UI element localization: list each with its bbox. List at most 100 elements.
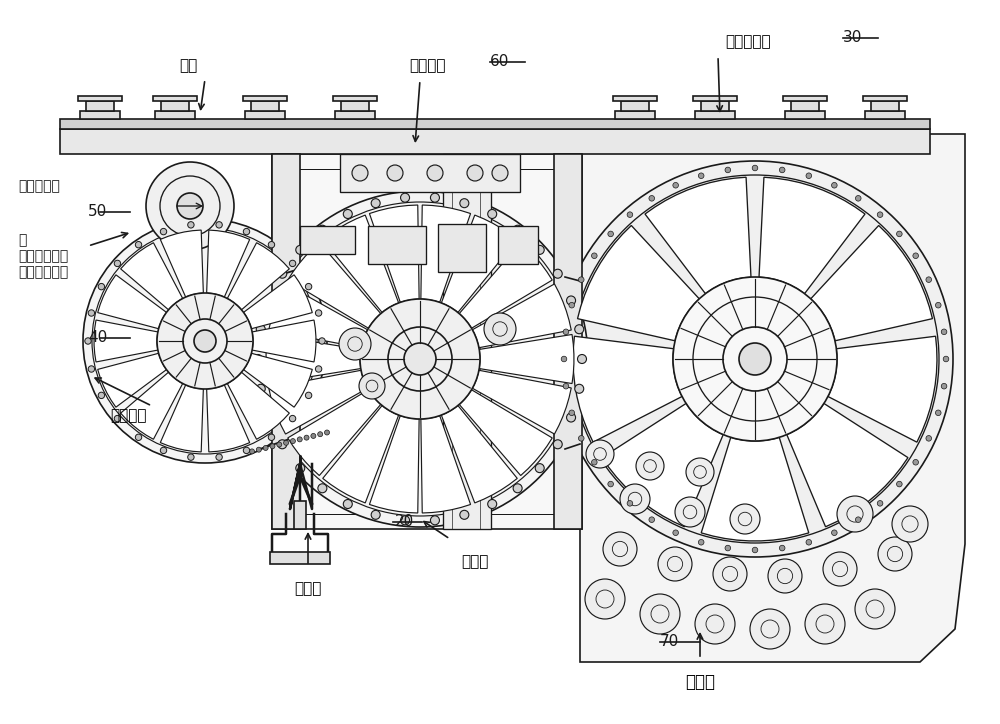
Polygon shape bbox=[441, 405, 517, 503]
Polygon shape bbox=[94, 320, 158, 362]
Polygon shape bbox=[269, 284, 368, 348]
Bar bbox=[368, 226, 426, 264]
Bar bbox=[155, 111, 195, 119]
Bar bbox=[554, 154, 582, 529]
Circle shape bbox=[264, 413, 273, 422]
Circle shape bbox=[675, 497, 705, 527]
Circle shape bbox=[467, 165, 483, 181]
Circle shape bbox=[401, 193, 410, 202]
Circle shape bbox=[823, 552, 857, 586]
Polygon shape bbox=[121, 243, 183, 310]
Polygon shape bbox=[421, 205, 471, 303]
Circle shape bbox=[146, 162, 234, 250]
Bar bbox=[272, 154, 300, 529]
Circle shape bbox=[371, 198, 380, 208]
Circle shape bbox=[305, 392, 312, 399]
Circle shape bbox=[673, 182, 678, 188]
Text: 罐进入: 罐进入 bbox=[294, 581, 322, 597]
Circle shape bbox=[263, 445, 268, 450]
Polygon shape bbox=[288, 390, 381, 476]
Circle shape bbox=[897, 231, 902, 237]
Circle shape bbox=[289, 416, 296, 422]
Circle shape bbox=[427, 165, 443, 181]
Text: 的罐离开到烘: 的罐离开到烘 bbox=[18, 249, 68, 263]
Circle shape bbox=[135, 434, 142, 440]
Text: 60: 60 bbox=[490, 54, 509, 69]
Circle shape bbox=[878, 537, 912, 571]
Polygon shape bbox=[98, 275, 166, 329]
Bar bbox=[287, 169, 567, 514]
Polygon shape bbox=[266, 334, 361, 384]
Circle shape bbox=[250, 449, 254, 454]
Polygon shape bbox=[459, 243, 552, 328]
Circle shape bbox=[935, 303, 941, 308]
Text: 70: 70 bbox=[660, 634, 679, 649]
Bar bbox=[693, 96, 737, 101]
Circle shape bbox=[284, 440, 289, 445]
Polygon shape bbox=[828, 336, 937, 442]
Circle shape bbox=[315, 310, 322, 316]
Polygon shape bbox=[244, 275, 312, 329]
Circle shape bbox=[114, 260, 121, 266]
Circle shape bbox=[319, 338, 325, 344]
Circle shape bbox=[359, 373, 385, 399]
Circle shape bbox=[387, 165, 403, 181]
Bar bbox=[78, 96, 122, 101]
Polygon shape bbox=[441, 215, 517, 313]
Bar bbox=[80, 111, 120, 119]
Bar bbox=[452, 154, 480, 529]
Circle shape bbox=[488, 500, 497, 508]
Circle shape bbox=[401, 515, 410, 525]
Circle shape bbox=[290, 439, 295, 444]
Circle shape bbox=[713, 557, 747, 591]
Polygon shape bbox=[602, 403, 723, 527]
Circle shape bbox=[535, 463, 544, 473]
Polygon shape bbox=[98, 353, 166, 407]
Circle shape bbox=[698, 539, 704, 545]
Polygon shape bbox=[227, 372, 289, 439]
Circle shape bbox=[779, 545, 785, 551]
Circle shape bbox=[855, 517, 861, 523]
Circle shape bbox=[513, 484, 522, 493]
Polygon shape bbox=[759, 177, 865, 294]
Circle shape bbox=[569, 303, 575, 308]
Circle shape bbox=[935, 410, 941, 416]
Circle shape bbox=[318, 225, 327, 235]
Circle shape bbox=[567, 296, 576, 305]
Bar bbox=[863, 96, 907, 101]
Circle shape bbox=[636, 452, 664, 480]
Circle shape bbox=[627, 212, 633, 217]
Circle shape bbox=[926, 277, 932, 282]
Polygon shape bbox=[288, 243, 381, 328]
Bar bbox=[695, 111, 735, 119]
Bar bbox=[783, 96, 827, 101]
Polygon shape bbox=[227, 243, 289, 310]
Circle shape bbox=[98, 392, 105, 399]
Polygon shape bbox=[207, 385, 250, 452]
Circle shape bbox=[343, 209, 352, 219]
Circle shape bbox=[855, 589, 895, 629]
Text: 销链进入: 销链进入 bbox=[110, 408, 146, 424]
Circle shape bbox=[270, 444, 275, 449]
Polygon shape bbox=[472, 370, 571, 434]
Circle shape bbox=[620, 484, 650, 514]
Circle shape bbox=[837, 496, 873, 532]
Polygon shape bbox=[160, 230, 203, 297]
Circle shape bbox=[557, 161, 953, 557]
Circle shape bbox=[752, 547, 758, 553]
Circle shape bbox=[188, 222, 194, 228]
Circle shape bbox=[832, 182, 837, 188]
Bar bbox=[615, 111, 655, 119]
Circle shape bbox=[779, 167, 785, 173]
Bar bbox=[243, 96, 287, 101]
Bar bbox=[294, 501, 306, 529]
Circle shape bbox=[806, 539, 812, 545]
Bar bbox=[251, 101, 279, 111]
Polygon shape bbox=[369, 205, 419, 303]
Text: 50: 50 bbox=[88, 204, 107, 219]
Bar bbox=[86, 101, 114, 111]
Circle shape bbox=[578, 355, 586, 363]
Circle shape bbox=[188, 454, 194, 460]
Circle shape bbox=[296, 463, 305, 473]
Circle shape bbox=[608, 481, 613, 487]
